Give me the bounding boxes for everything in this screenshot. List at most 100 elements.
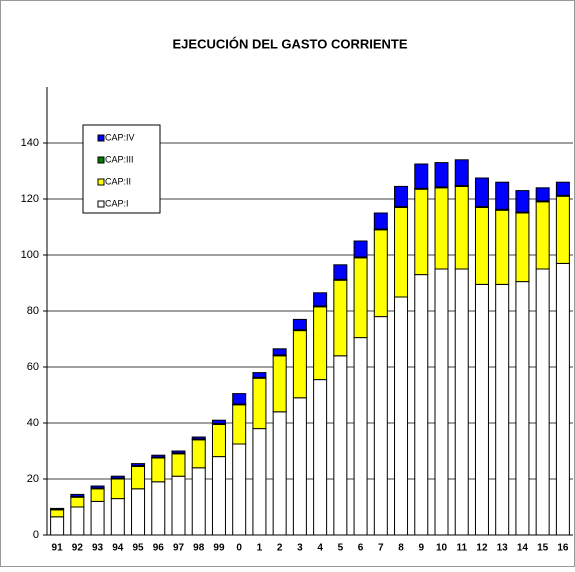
bar-segment xyxy=(373,316,388,536)
bar-segment xyxy=(50,507,65,510)
bar-segment xyxy=(272,355,287,413)
x-tick-label: 5 xyxy=(338,543,344,554)
chart-title: EJECUCIÓN DEL GASTO CORRIENTE xyxy=(173,36,408,51)
bar-segment xyxy=(333,355,348,536)
bar-segment xyxy=(292,397,307,536)
bar-segment xyxy=(131,488,146,536)
bar-segment xyxy=(474,177,489,208)
bar-segment xyxy=(373,229,388,318)
bar-segment xyxy=(535,201,550,270)
x-tick-label: 14 xyxy=(517,543,529,554)
bar-segment xyxy=(353,240,368,258)
bar-segment xyxy=(90,488,105,502)
x-tick-label: 1 xyxy=(257,543,263,554)
x-tick-label: 96 xyxy=(153,543,165,554)
legend-label: CAP:IV xyxy=(105,132,135,142)
x-tick-label: 12 xyxy=(476,543,488,554)
bar-segment xyxy=(50,516,65,536)
bar-segment xyxy=(394,185,409,208)
bar-segment xyxy=(434,268,449,536)
legend-box xyxy=(82,124,161,214)
bar-segment xyxy=(515,281,530,536)
legend-swatch xyxy=(97,156,105,164)
bar-segment xyxy=(90,500,105,536)
bar-segment xyxy=(272,411,287,536)
bar-segment xyxy=(171,453,186,477)
x-tick-label: 3 xyxy=(297,543,303,554)
bar-segment xyxy=(70,496,85,508)
x-tick-label: 99 xyxy=(213,543,225,554)
y-tick-label: 20 xyxy=(27,473,39,485)
bar-segment xyxy=(454,159,469,187)
bar-segment xyxy=(555,262,570,536)
bar-segment xyxy=(495,181,510,210)
bar-segment xyxy=(353,257,368,339)
bar-segment xyxy=(191,467,206,536)
bar-segment xyxy=(394,206,409,298)
bar-segment xyxy=(131,463,146,467)
x-tick-label: 91 xyxy=(52,543,64,554)
y-tick-label: 0 xyxy=(33,529,39,541)
y-tick-label: 100 xyxy=(21,249,39,261)
bar-segment xyxy=(151,457,166,483)
bar-segment xyxy=(434,162,449,188)
bar-segment xyxy=(313,306,328,381)
x-tick-label: 93 xyxy=(92,543,104,554)
bar-segment xyxy=(313,292,328,307)
bar-segment xyxy=(211,456,226,536)
x-tick-label: 95 xyxy=(132,543,144,554)
bar-segment xyxy=(211,423,226,458)
bar-segment xyxy=(211,419,226,425)
bar-segment xyxy=(495,283,510,536)
bar-segment xyxy=(535,187,550,202)
bar-segment xyxy=(333,264,348,280)
bar-segment xyxy=(454,268,469,536)
bar-segment xyxy=(191,436,206,440)
legend-swatch xyxy=(97,178,105,186)
y-tick-label: 40 xyxy=(27,417,39,429)
legend-swatch xyxy=(97,200,105,208)
bar-segment xyxy=(70,493,85,497)
bar-segment xyxy=(151,454,166,458)
bar-segment xyxy=(90,485,105,489)
x-tick-label: 2 xyxy=(277,543,283,554)
bar-segment xyxy=(555,195,570,264)
legend-label: CAP:II xyxy=(105,176,131,186)
x-tick-label: 4 xyxy=(317,543,323,554)
bar-segment xyxy=(515,212,530,283)
bar-segment xyxy=(313,379,328,536)
x-tick-label: 8 xyxy=(398,543,404,554)
y-tick-label: 140 xyxy=(21,137,39,149)
legend-swatch xyxy=(97,134,105,142)
bar-segment xyxy=(151,481,166,536)
x-tick-label: 94 xyxy=(112,543,124,554)
bar-segment xyxy=(474,283,489,536)
bar-segment xyxy=(110,498,125,536)
y-tick-label: 60 xyxy=(27,361,39,373)
bar-segment xyxy=(353,337,368,536)
bar-segment xyxy=(373,212,388,230)
bar-segment xyxy=(333,279,348,357)
y-tick-label: 80 xyxy=(27,305,39,317)
bar-segment xyxy=(555,181,570,196)
bar-segment xyxy=(171,450,186,454)
x-tick-label: 10 xyxy=(436,543,448,554)
bar-segment xyxy=(252,377,267,430)
bar-segment xyxy=(495,209,510,285)
x-tick-label: 7 xyxy=(378,543,384,554)
bar-segment xyxy=(414,163,429,189)
legend-label: CAP:I xyxy=(105,198,129,208)
x-tick-label: 11 xyxy=(456,543,467,554)
x-tick-label: 15 xyxy=(537,543,549,554)
x-tick-label: 16 xyxy=(557,543,569,554)
legend-label: CAP:III xyxy=(105,154,134,164)
bar-segment xyxy=(232,443,247,536)
bar-segment xyxy=(454,185,469,270)
x-tick-label: 6 xyxy=(358,543,364,554)
bar-segment xyxy=(515,190,530,213)
bar-segment xyxy=(272,348,287,356)
bar-segment xyxy=(232,393,247,405)
bar-segment xyxy=(171,475,186,536)
bar-segment xyxy=(70,506,85,536)
